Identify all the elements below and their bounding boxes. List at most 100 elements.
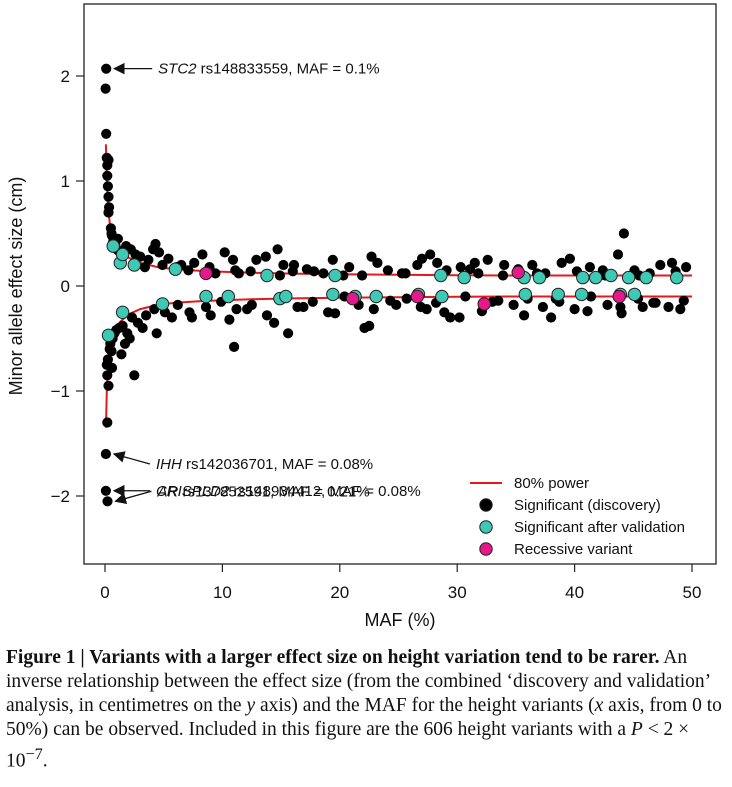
point-validated [106,239,120,253]
point-validated [115,247,130,262]
point-discovery [103,207,114,218]
point-discovery [564,253,576,264]
point-discovery [416,253,428,264]
point-discovery [219,247,230,258]
point-discovery [189,257,200,268]
point-discovery [508,299,519,310]
annotation-label: STC2 rs148833559, MAF = 0.1% [158,61,379,78]
point-discovery [103,191,114,202]
point-discovery [100,485,112,496]
point-validated [457,270,471,285]
point-recessive [612,289,626,304]
point-discovery [655,259,666,271]
data-points [100,63,692,507]
annotations: STC2 rs148833559, MAF = 0.1% IHH rs142036… [112,61,421,505]
point-recessive [511,265,525,280]
point-discovery [231,304,242,315]
point-discovery [100,83,111,94]
point-discovery [102,496,113,507]
point-discovery [618,228,630,239]
point-discovery [666,257,678,268]
point-discovery [129,370,140,381]
point-validated [221,289,236,304]
legend-label: Significant after validation [514,519,685,536]
annotation-gene: IHH [156,456,182,473]
point-discovery [469,257,480,268]
x-tick-label: 0 [100,583,109,602]
point-discovery [278,259,289,271]
point-discovery [615,301,626,313]
point-discovery [119,338,131,349]
point-discovery [582,306,593,317]
point-discovery [230,265,241,276]
point-discovery [546,312,557,323]
caption-text-1: An inverse relationship between the effe… [6,647,710,716]
point-discovery [143,254,154,265]
plot-frame [83,3,717,565]
power-curve-positive [104,144,692,277]
point-discovery [197,249,208,260]
caption-y-var: y [246,695,256,716]
point-validated [260,268,274,283]
point-discovery [102,354,114,365]
point-validated [434,268,448,283]
point-validated [627,287,642,302]
point-discovery [675,304,686,315]
x-tick-label: 10 [213,583,232,602]
point-discovery [400,268,411,279]
annotation-gene: STC2 [158,61,197,78]
point-discovery [100,448,112,460]
annotation-label: CRISPLD2 rs148934412, MAF = 0.08% [156,483,421,500]
point-discovery [401,293,412,304]
point-discovery [184,307,195,318]
caption-p-var: P [630,719,643,740]
point-discovery [261,310,273,321]
point-discovery [106,346,117,357]
y-tick-label: 0 [61,277,70,296]
point-discovery [357,270,368,281]
legend-swatch-point [479,498,493,512]
point-discovery [141,310,152,321]
point-discovery [102,417,113,428]
point-discovery [612,249,624,260]
point-discovery [163,253,174,264]
point-validated [127,258,142,272]
point-discovery [103,154,114,166]
point-discovery [151,328,162,339]
point-discovery [103,380,114,391]
point-discovery [229,341,240,352]
point-discovery [364,320,375,331]
point-discovery [242,304,253,315]
point-discovery [382,265,393,276]
point-discovery [455,262,466,273]
caption-label: Figure 1 | [6,647,90,668]
point-discovery [101,63,112,74]
point-validated [328,268,342,283]
point-validated [369,289,383,304]
y-tick-label: 2 [61,67,70,86]
point-discovery [298,301,309,313]
point-discovery [637,301,648,313]
point-discovery [681,262,692,273]
point-discovery [251,254,262,265]
y-axis-title: Minor allele effect size (cm) [6,177,26,396]
caption-exponent: −7 [25,745,43,763]
annotation-detail: rs148833559, MAF = 0.1% [197,61,380,78]
point-discovery [308,266,320,277]
y-tick-label: 1 [61,172,70,191]
point-discovery [307,296,318,307]
legend-swatch-point [479,520,493,534]
point-discovery [205,310,216,321]
point-discovery [130,249,141,260]
point-discovery [368,304,379,315]
point-recessive [410,289,424,304]
point-discovery [224,314,235,325]
point-discovery [116,349,127,360]
point-validated [604,268,618,283]
point-validated [115,305,130,319]
annotation-label: IHH rs142036701, MAF = 0.08% [156,456,373,473]
point-validated [589,270,603,285]
caption-text-2: axis) and the MAF for the height variant… [255,695,595,716]
point-recessive [346,291,360,306]
